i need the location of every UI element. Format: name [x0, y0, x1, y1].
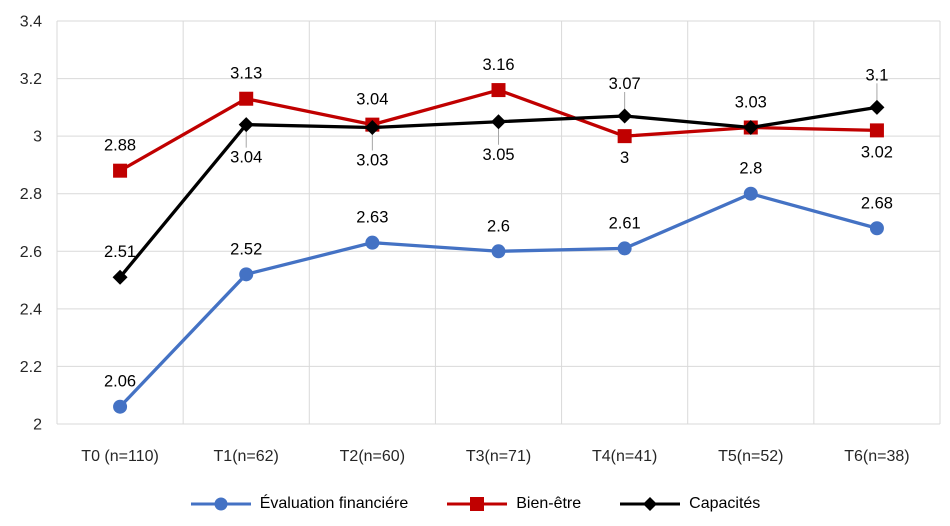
data-point-diamond[interactable]	[743, 120, 759, 136]
line-chart-plot-area: 3.4 3.2 3 2.8 2.6 2.4 2.2 2 T0 (n=110) T1(n=62) T2…	[20, 14, 941, 465]
data-label: 3.07	[609, 75, 641, 93]
legend-item-capacites[interactable]: Capacités	[619, 495, 760, 513]
data-point-diamond[interactable]	[617, 108, 633, 124]
data-point-circle[interactable]	[491, 244, 506, 259]
data-point-square[interactable]	[113, 163, 128, 178]
data-point-circle[interactable]	[113, 399, 128, 414]
chart-legend: Évaluation financiére Bien-être Capacité…	[0, 495, 950, 513]
data-point-diamond[interactable]	[112, 269, 128, 285]
x-tick-label: T4(n=41)	[592, 448, 657, 465]
data-label: 2.63	[356, 209, 388, 227]
y-tick-label: 2.8	[20, 186, 42, 203]
legend-item-bien-etre[interactable]: Bien-être	[446, 495, 581, 513]
data-label: 2.68	[861, 194, 893, 212]
y-tick-label: 2	[33, 417, 42, 434]
data-label: 3.02	[861, 143, 893, 161]
data-label: 3.03	[356, 152, 388, 170]
data-label: 3	[620, 149, 629, 167]
data-point-diamond[interactable]	[364, 120, 380, 136]
data-point-diamond[interactable]	[238, 117, 254, 133]
x-tick-label: T6(n=38)	[844, 448, 909, 465]
data-label: 3.13	[230, 65, 262, 83]
data-label: 2.51	[104, 243, 136, 261]
data-point-circle[interactable]	[869, 221, 884, 236]
data-label: 2.6	[487, 217, 510, 235]
x-tick-label: T5(n=52)	[718, 448, 783, 465]
legend-marker-diamond-icon	[620, 497, 681, 511]
data-label: 3.03	[735, 94, 767, 112]
data-point-diamond[interactable]	[869, 99, 885, 115]
data-label: 3.1	[865, 66, 888, 84]
x-tick-label: T3(n=71)	[466, 448, 531, 465]
data-point-diamond[interactable]	[491, 114, 506, 130]
data-point-circle[interactable]	[743, 186, 758, 201]
data-label: 2.8	[739, 160, 762, 178]
legend-item-evaluation-financiere[interactable]: Évaluation financiére	[190, 495, 409, 513]
legend-label-evaluation-financiere: Évaluation financiére	[259, 495, 409, 512]
data-label: 2.61	[609, 214, 641, 232]
y-tick-label: 2.2	[20, 359, 42, 376]
data-point-circle[interactable]	[365, 235, 380, 250]
y-tick-label: 2.4	[20, 301, 42, 318]
x-tick-label: T2(n=60)	[340, 448, 405, 465]
data-label: 2.06	[104, 373, 136, 391]
y-tick-label: 2.6	[20, 244, 42, 261]
data-label: 2.88	[104, 137, 136, 155]
legend-label-bien-etre: Bien-être	[516, 495, 582, 512]
data-point-circle[interactable]	[239, 267, 254, 282]
data-label: 3.04	[230, 149, 262, 167]
legend-label-capacites: Capacités	[689, 495, 761, 512]
y-tick-label: 3.4	[20, 14, 42, 31]
legend-marker-square-icon	[447, 497, 508, 511]
data-label: 3.04	[356, 91, 388, 109]
data-point-circle[interactable]	[617, 241, 632, 256]
data-label: 2.52	[230, 240, 262, 258]
y-tick-label: 3	[33, 129, 42, 146]
data-point-square[interactable]	[491, 83, 506, 98]
data-point-square[interactable]	[239, 91, 254, 106]
y-tick-label: 3.2	[20, 71, 42, 88]
x-tick-label: T0 (n=110)	[81, 448, 159, 465]
data-point-square[interactable]	[617, 129, 632, 144]
data-point-square[interactable]	[869, 123, 884, 138]
x-tick-label: T1(n=62)	[214, 448, 279, 465]
data-label: 3.05	[482, 146, 514, 164]
data-label: 3.16	[482, 56, 514, 74]
legend-marker-circle-icon	[190, 497, 251, 511]
